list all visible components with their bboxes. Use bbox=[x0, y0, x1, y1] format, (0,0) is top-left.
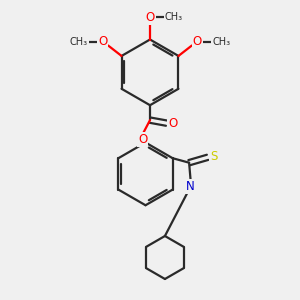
Text: S: S bbox=[210, 150, 217, 163]
Text: CH₃: CH₃ bbox=[165, 12, 183, 22]
Text: O: O bbox=[146, 11, 154, 24]
Text: N: N bbox=[186, 180, 195, 193]
Text: O: O bbox=[168, 117, 178, 130]
Text: O: O bbox=[98, 35, 107, 48]
Text: O: O bbox=[193, 35, 202, 48]
Text: O: O bbox=[138, 133, 148, 146]
Text: CH₃: CH₃ bbox=[70, 37, 88, 47]
Text: CH₃: CH₃ bbox=[212, 37, 230, 47]
